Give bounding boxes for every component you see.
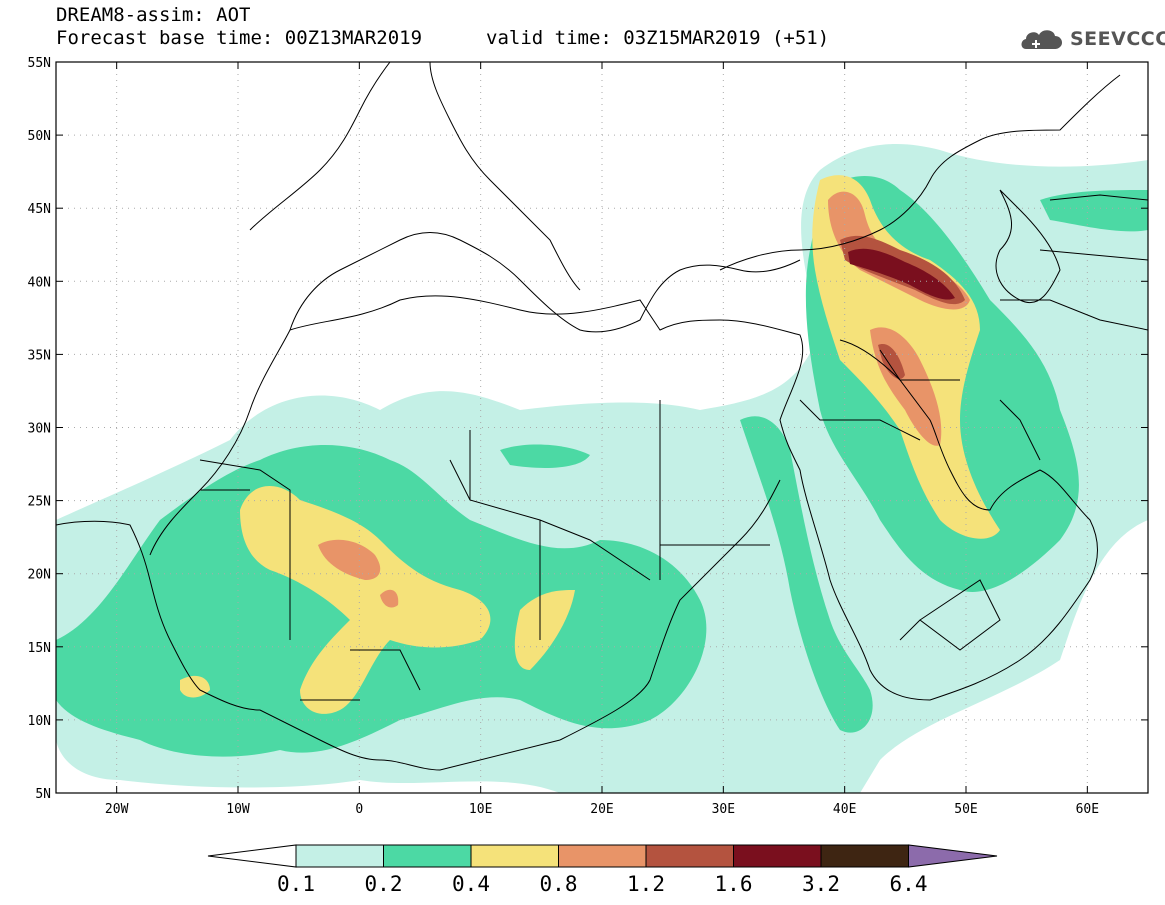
lat-tick-label: 20N: [28, 568, 51, 583]
lat-tick-label: 5N: [35, 787, 51, 802]
aot-level-1.6: [848, 248, 955, 300]
colorbar-segment: [383, 844, 472, 868]
colorbar-segment: [558, 844, 647, 868]
aot-field: [56, 144, 1148, 793]
chart-title: DREAM8-assim: AOT: [56, 4, 251, 26]
lon-tick-label: 50E: [954, 802, 977, 817]
lon-tick-label: 60E: [1076, 802, 1099, 817]
colorbar-over-triangle: [908, 844, 998, 868]
lat-tick-label: 25N: [28, 495, 51, 510]
colorbar-level-label: 3.2: [802, 872, 840, 896]
lat-tick-label: 35N: [28, 348, 51, 363]
colorbar-segment: [295, 844, 384, 868]
lat-tick-label: 50N: [28, 129, 51, 144]
colorbar-level-label: 1.6: [714, 872, 753, 896]
lon-tick-label: 0: [355, 802, 363, 817]
colorbar-level-label: 0.1: [277, 872, 315, 896]
lat-tick-label: 40N: [28, 275, 51, 290]
lon-tick-label: 40E: [833, 802, 856, 817]
colorbar-level-label: 6.4: [889, 872, 928, 896]
lat-tick-label: 30N: [28, 422, 51, 437]
axis-tick-labels: 20W 10W 0 10E 20E 30E 40E 50E 60E 55N 50N 45N 40N 35N…: [28, 56, 1100, 817]
colorbar-level-label: 0.2: [364, 872, 403, 896]
lat-tick-label: 55N: [28, 56, 51, 71]
lon-tick-label: 10W: [226, 802, 250, 817]
colorbar-segment: [645, 844, 734, 868]
seevccc-logo: SEEVCCC: [1018, 24, 1165, 54]
lon-tick-label: 20W: [105, 802, 129, 817]
colorbar-segment: [733, 844, 822, 868]
time-line: Forecast base time: 00Z13MAR2019 valid ti…: [56, 27, 829, 49]
cloud-icon: [1021, 30, 1063, 49]
lon-tick-label: 10E: [469, 802, 492, 817]
base-time: Forecast base time: 00Z13MAR2019: [56, 27, 423, 49]
lon-tick-label: 30E: [712, 802, 735, 817]
axis-ticks: [56, 61, 1148, 794]
colorbar-segment: [820, 844, 909, 868]
coastlines: [56, 62, 1148, 771]
colorbar-level-label: 1.2: [627, 872, 665, 896]
lat-tick-label: 10N: [28, 714, 51, 729]
lon-tick-label: 20E: [590, 802, 613, 817]
valid-time: valid time: 03Z15MAR2019 (+51): [486, 27, 830, 49]
colorbar-segment: [470, 844, 559, 868]
logo-text: SEEVCCC: [1070, 28, 1165, 50]
colorbar-under-triangle: [207, 844, 297, 868]
lat-tick-label: 45N: [28, 202, 51, 217]
colorbar-level-label: 0.8: [539, 872, 578, 896]
colorbar: [207, 844, 998, 868]
colorbar-level-label: 0.4: [452, 872, 490, 896]
lat-tick-label: 15N: [28, 641, 51, 656]
